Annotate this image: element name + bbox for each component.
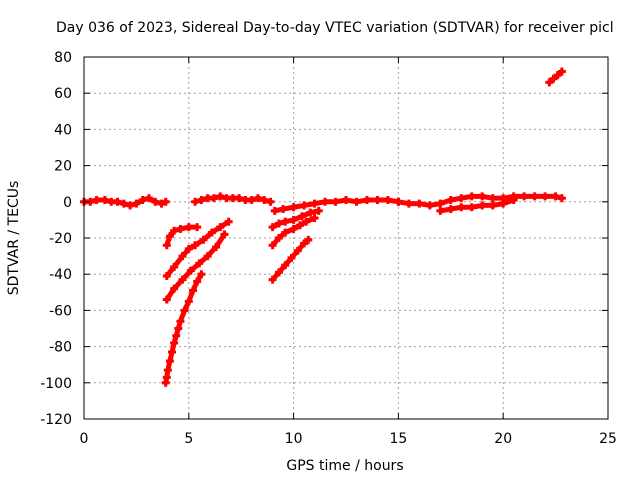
data-point xyxy=(304,235,313,244)
axis-ticks: 0 5 10 15 20 25 -120 -100 -80 -60 -40 -20 0 20 40 60 80 xyxy=(40,50,617,447)
y-tick-label: -100 xyxy=(40,376,72,392)
data-point xyxy=(557,194,566,203)
data-point xyxy=(509,195,518,204)
x-tick-label: 25 xyxy=(599,431,617,447)
x-tick-label: 10 xyxy=(285,431,303,447)
y-axis-label: SDTVAR / TECUs xyxy=(6,181,22,296)
data-point xyxy=(557,67,566,76)
x-tick-label: 5 xyxy=(184,431,193,447)
x-axis-label: GPS time / hours xyxy=(286,458,403,474)
chart-title: Day 036 of 2023, Sidereal Day-to-day VTE… xyxy=(56,20,614,36)
y-tick-label: 20 xyxy=(54,159,72,175)
data-point xyxy=(266,197,275,206)
y-tick-label: -60 xyxy=(49,303,72,319)
data-point xyxy=(197,270,206,279)
data-points xyxy=(80,67,566,387)
y-tick-label: -120 xyxy=(40,412,72,428)
data-point xyxy=(220,230,229,239)
x-tick-label: 15 xyxy=(389,431,407,447)
grid-lines xyxy=(84,57,608,419)
x-tick-label: 0 xyxy=(80,431,89,447)
y-tick-label: 0 xyxy=(63,195,72,211)
data-point xyxy=(193,223,202,232)
data-point xyxy=(224,217,233,226)
y-tick-label: -80 xyxy=(49,340,72,356)
data-point xyxy=(314,206,323,215)
data-point xyxy=(161,197,170,206)
y-tick-label: 60 xyxy=(54,86,72,102)
data-point xyxy=(310,214,319,223)
y-tick-label: 80 xyxy=(54,50,72,66)
y-tick-label: -40 xyxy=(49,267,72,283)
x-tick-label: 20 xyxy=(494,431,512,447)
y-tick-label: 40 xyxy=(54,122,72,138)
y-tick-label: -20 xyxy=(49,231,72,247)
